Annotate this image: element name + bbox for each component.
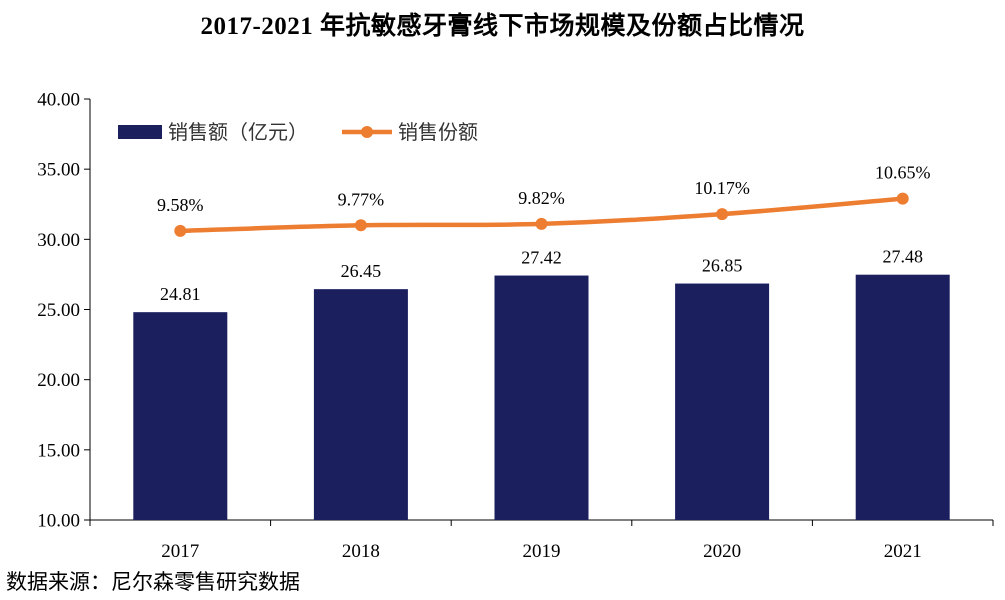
share-point	[535, 217, 548, 230]
y-axis: 10.00 15.00 20.00 25.00 30.00 35.00 40.00	[37, 90, 91, 532]
y-tick-label: 40.00	[37, 90, 80, 111]
legend-line-label: 销售份额	[398, 121, 478, 144]
bar-value-label: 24.81	[160, 284, 201, 304]
bar	[313, 289, 408, 520]
x-tick-label: 2021	[884, 541, 922, 562]
bar-value-label: 26.85	[702, 256, 743, 276]
bar-value-label: 27.42	[521, 248, 562, 268]
source-note: 数据来源：尼尔森零售研究数据	[6, 570, 300, 594]
y-tick-label: 15.00	[37, 440, 80, 461]
legend-bar-label: 销售额（亿元）	[168, 121, 308, 144]
x-tick-label: 2017	[161, 541, 199, 562]
share-value-label: 9.82%	[518, 188, 565, 208]
x-axis: 2017 2018 2019 2020 2021	[89, 519, 994, 562]
share-value-label: 9.77%	[338, 189, 385, 209]
bar-series: 24.81 26.45 27.42 26.85 27.48	[133, 247, 950, 520]
bar-value-label: 27.48	[882, 247, 923, 267]
y-tick-label: 20.00	[37, 370, 80, 391]
legend-bar-swatch	[118, 125, 162, 139]
bar	[133, 312, 228, 520]
y-tick-label: 30.00	[37, 230, 80, 251]
chart-title: 2017-2021 年抗敏感牙膏线下市场规模及份额占比情况	[200, 13, 805, 40]
legend-line-marker	[361, 126, 373, 138]
line-series: 9.58% 9.77% 9.82% 10.17% 10.65%	[157, 163, 930, 237]
share-point	[896, 192, 909, 205]
y-tick-label: 25.00	[37, 300, 80, 321]
bar	[494, 275, 589, 520]
x-tick-label: 2019	[523, 541, 561, 562]
share-value-label: 9.58%	[157, 195, 204, 215]
bar-value-label: 26.45	[341, 261, 382, 281]
bar	[675, 283, 770, 520]
x-tick-label: 2020	[703, 541, 741, 562]
share-point	[354, 219, 367, 232]
y-tick-label: 10.00	[37, 511, 80, 532]
share-point	[174, 224, 187, 237]
share-value-label: 10.65%	[875, 163, 931, 183]
y-tick-label: 35.00	[37, 160, 80, 181]
legend: 销售额（亿元） 销售份额	[118, 121, 478, 144]
bar	[855, 274, 950, 520]
share-value-label: 10.17%	[694, 178, 750, 198]
share-point	[716, 208, 729, 221]
x-tick-label: 2018	[342, 541, 380, 562]
